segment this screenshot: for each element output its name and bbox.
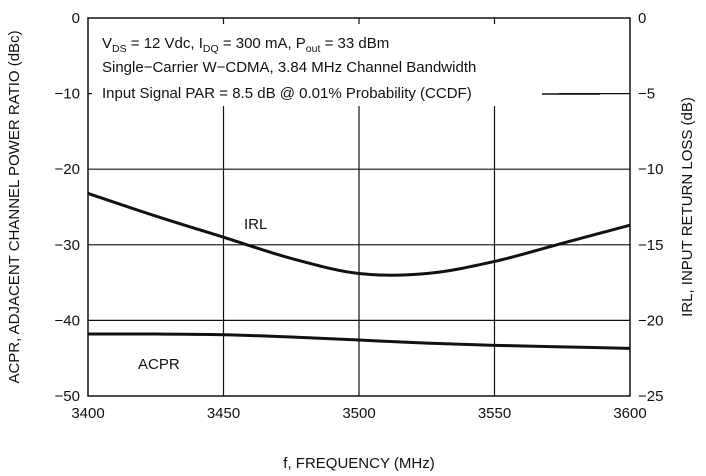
x-axis-title: f, FREQUENCY (MHz) (283, 455, 434, 472)
right-tick-labels: 0 −5 −10 −15 −20 −25 (638, 10, 663, 405)
left-tick-labels: 0 −10 −20 −30 −40 −50 (55, 10, 80, 405)
left-tick-label: 0 (72, 10, 80, 27)
x-tick-label: 3400 (71, 405, 104, 422)
x-tick-label: 3550 (478, 405, 511, 422)
right-axis-title: IRL, INPUT RETURN LOSS (dB) (679, 97, 696, 317)
x-tick-labels: 3400 3450 3500 3550 3600 (71, 405, 646, 422)
annotation-line-2: Single−Carrier W−CDMA, 3.84 MHz Channel … (102, 59, 476, 76)
right-tick-label: −5 (638, 86, 655, 103)
right-tick-label: −15 (638, 237, 663, 254)
acpr-series-label: ACPR (138, 356, 180, 373)
series-lines (87, 191, 631, 350)
right-tick-label: 0 (638, 10, 646, 27)
right-tick-label: −25 (638, 388, 663, 405)
annotation-line-3: Input Signal PAR = 8.5 dB @ 0.01% Probab… (102, 85, 472, 102)
right-tick-label: −10 (638, 161, 663, 178)
left-tick-label: −50 (55, 388, 80, 405)
right-tick-label: −20 (638, 312, 663, 329)
left-tick-label: −20 (55, 161, 80, 178)
annotation-line-1: VDS = 12 Vdc, IDQ = 300 mA, Pout = 33 dB… (102, 35, 389, 55)
x-tick-label: 3500 (342, 405, 375, 422)
left-axis-title: ACPR, ADJACENT CHANNEL POWER RATIO (dBc) (6, 30, 23, 383)
left-tick-label: −40 (55, 312, 80, 329)
left-tick-label: −30 (55, 237, 80, 254)
left-tick-label: −10 (55, 86, 80, 103)
x-tick-label: 3450 (207, 405, 240, 422)
irl-series-label: IRL (244, 216, 267, 233)
x-tick-label: 3600 (613, 405, 646, 422)
acpr-series-line (87, 332, 631, 350)
irl-series-line (87, 191, 631, 277)
annotation-box (92, 24, 559, 106)
